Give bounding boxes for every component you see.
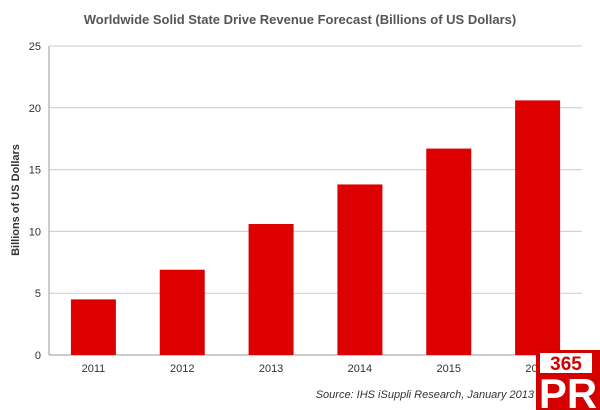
chart-title: Worldwide Solid State Drive Revenue Fore…	[84, 12, 516, 27]
source-note: Source: IHS iSuppli Research, January 20…	[316, 389, 535, 401]
bar-2013	[248, 223, 294, 355]
y-tick-label: 20	[29, 103, 41, 115]
x-tick-label: 2013	[259, 363, 283, 375]
bar-2011	[70, 299, 116, 355]
x-tick-label: 2012	[170, 363, 194, 375]
y-tick-label: 0	[35, 350, 41, 362]
y-tick-label: 15	[29, 165, 41, 177]
x-axis-ticks: 201120122013201420152016	[82, 363, 550, 375]
bar-2015	[426, 148, 472, 355]
x-tick-label: 2011	[82, 363, 106, 375]
bar-2014	[337, 184, 383, 355]
x-tick-label: 2014	[348, 363, 372, 375]
bar-2012	[159, 269, 205, 355]
gridlines	[49, 45, 582, 294]
bars	[70, 100, 561, 355]
logo-number-box	[540, 353, 592, 373]
logo-number: 365	[550, 354, 582, 375]
x-tick-label: 2015	[437, 363, 461, 375]
y-tick-label: 5	[35, 288, 41, 300]
y-tick-label: 10	[29, 226, 41, 238]
y-tick-label: 25	[29, 41, 41, 53]
logo-letters: PR	[539, 370, 597, 410]
y-axis-label: Billions of US Dollars	[10, 144, 22, 256]
bar-2016	[515, 100, 561, 355]
y-axis-ticks: 0 5 10 15 20 25	[29, 41, 41, 362]
365pr-logo: 365 PR	[536, 350, 600, 410]
